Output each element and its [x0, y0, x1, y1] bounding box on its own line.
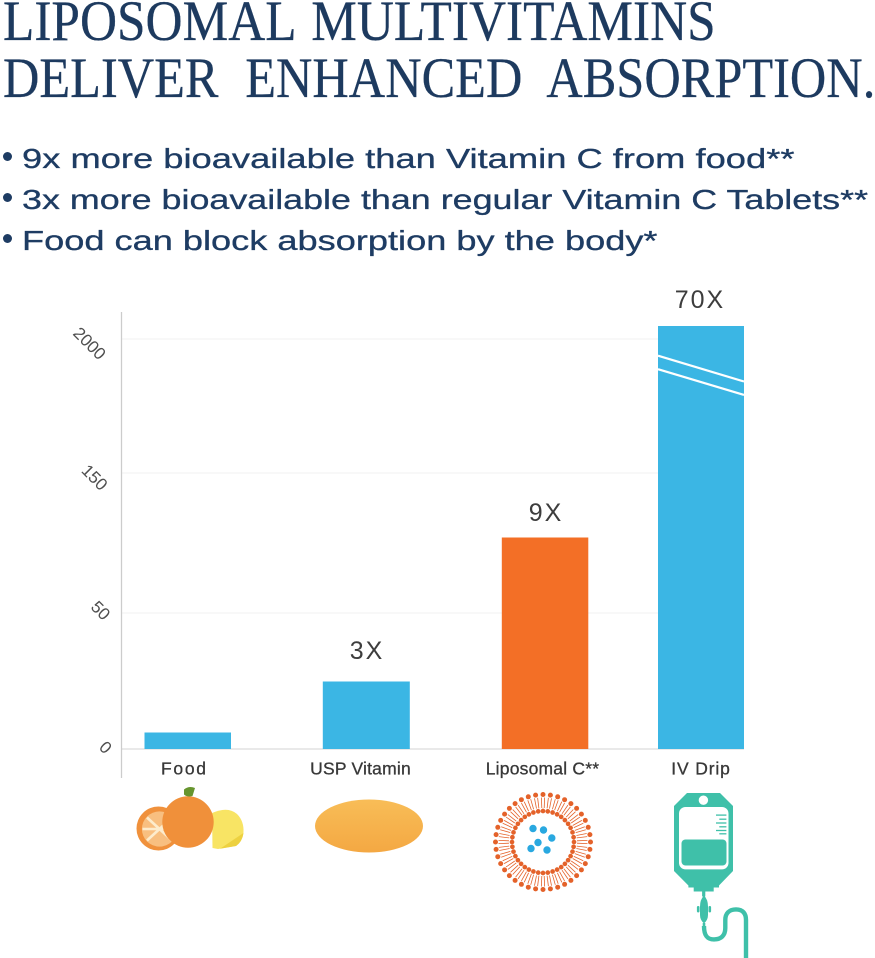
svg-text:3X: 3X — [350, 637, 385, 665]
svg-text:USP Vitamin: USP Vitamin — [310, 759, 411, 779]
svg-text:Liposomal C**: Liposomal C** — [486, 759, 600, 779]
svg-text:70X: 70X — [675, 286, 725, 314]
svg-text:50: 50 — [87, 597, 114, 624]
svg-text:2000: 2000 — [69, 324, 109, 364]
svg-text:IV Drip: IV Drip — [671, 759, 730, 779]
svg-text:0: 0 — [95, 738, 115, 758]
svg-text:9X: 9X — [529, 499, 564, 527]
svg-text:Food: Food — [161, 759, 208, 779]
svg-text:150: 150 — [78, 461, 111, 494]
